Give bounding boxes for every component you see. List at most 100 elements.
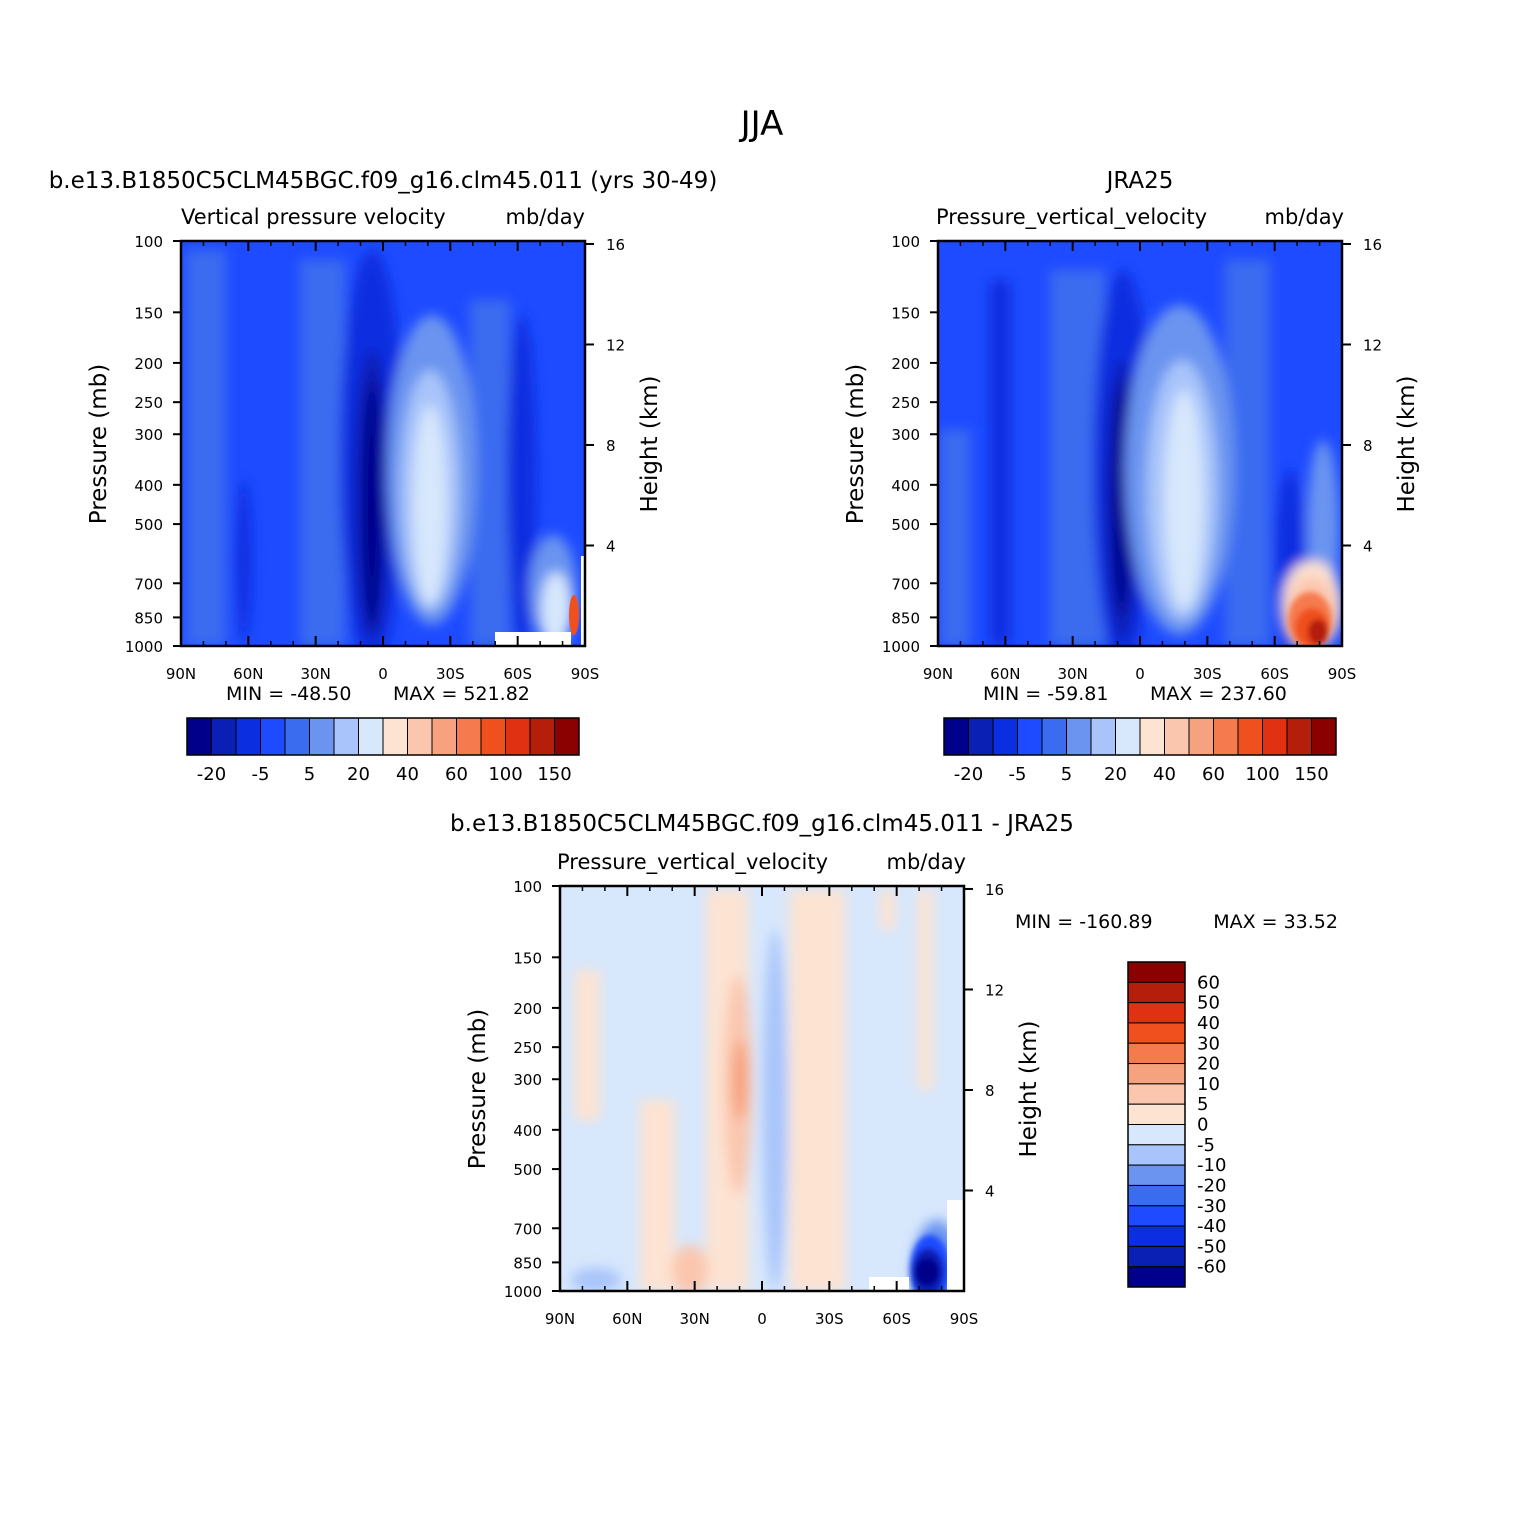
y-axis-right: 16 12 8 4 [1342, 236, 1382, 555]
x-axis: 90N 60N 30N 0 30S 60S 90S [166, 241, 599, 683]
y-tick-label: 100 [134, 233, 163, 251]
contour-field [560, 886, 964, 1291]
min-label: MIN = -48.50 [226, 683, 351, 705]
x-tick-label: 60N [612, 1310, 642, 1328]
colorbar-swatch [1139, 717, 1165, 756]
y-tick-label: 700 [513, 1220, 542, 1238]
colorbar-swatch [1311, 717, 1337, 756]
case-title: b.e13.B1850C5CLM45BGC.f09_g16.clm45.011 … [49, 168, 718, 194]
y-tick-label: 300 [891, 426, 920, 444]
colorbar-swatch [1127, 1184, 1186, 1207]
colorbar-label: -20 [954, 764, 983, 785]
colorbar-label: 40 [396, 764, 419, 785]
colorbar-label: 40 [1153, 764, 1176, 785]
colorbar-swatch [1115, 717, 1141, 756]
colorbar-label: 150 [1294, 764, 1328, 785]
x-tick-label: 30S [815, 1310, 844, 1328]
colorbar-label: -60 [1197, 1257, 1226, 1278]
units-label: mb/day [506, 205, 586, 229]
missing-data-mask [495, 632, 571, 646]
colorbar-swatch [968, 717, 994, 756]
colorbar-swatch [1164, 717, 1190, 756]
colorbar-label: 50 [1197, 993, 1220, 1014]
colorbar-label: 5 [1061, 764, 1072, 785]
colorbar-label: 20 [1104, 764, 1127, 785]
y-tick-label: 700 [891, 575, 920, 593]
colorbar-swatch [211, 717, 237, 756]
y-right-tick-label: 8 [1363, 437, 1373, 455]
y-axis-label: Pressure (mb) [843, 364, 869, 524]
colorbar-swatch [1127, 1124, 1186, 1146]
colorbar-label: 40 [1197, 1013, 1220, 1034]
colorbar-swatch [1237, 717, 1263, 756]
x-tick-label: 90N [923, 665, 953, 683]
x-tick-label: 30N [1058, 665, 1088, 683]
y-tick-label: 300 [134, 426, 163, 444]
colorbar-swatch [284, 717, 310, 756]
colorbar-swatch [1286, 717, 1312, 756]
x-tick-label: 30N [680, 1310, 710, 1328]
y-tick-label: 250 [134, 394, 163, 412]
y-tick-label: 300 [513, 1071, 542, 1089]
colorbar: -20 -5 5 20 40 60 100 150 [943, 717, 1337, 785]
colorbar-label: 60 [445, 764, 468, 785]
y-axis-right-label: Height (km) [637, 375, 663, 512]
x-tick-label: 30S [436, 665, 465, 683]
colorbar-swatch [505, 717, 531, 756]
x-axis: 90N 60N 30N 0 30S 60S 90S [923, 241, 1356, 683]
x-tick-label: 60N [990, 665, 1020, 683]
y-tick-label: 400 [891, 477, 920, 495]
y-tick-label: 850 [134, 609, 163, 627]
contour-field [938, 241, 1342, 646]
colorbar-swatch [1127, 1225, 1186, 1247]
y-axis-label: Pressure (mb) [465, 1009, 491, 1169]
colorbar-swatch [1127, 1103, 1186, 1125]
colorbar-swatch [1127, 1205, 1186, 1227]
y-tick-label: 500 [513, 1161, 542, 1179]
y-right-tick-label: 8 [606, 437, 616, 455]
x-tick-label: 90S [1328, 665, 1357, 683]
y-tick-label: 1000 [504, 1283, 542, 1301]
x-tick-label: 90S [571, 665, 600, 683]
colorbar-label: 20 [1197, 1054, 1220, 1075]
contour-field [181, 241, 585, 646]
colorbar-swatch [529, 717, 555, 756]
y-right-tick-label: 12 [985, 981, 1004, 999]
colorbar-swatch [480, 717, 506, 756]
colorbar-frame [186, 717, 580, 756]
x-tick-label: 30S [1193, 665, 1222, 683]
y-right-tick-label: 4 [985, 1182, 995, 1200]
y-axis-right-label: Height (km) [1394, 375, 1420, 512]
x-axis: 90N 60N 30N 0 30S 60S 90S [545, 886, 978, 1328]
x-tick-label: 60S [503, 665, 532, 683]
x-tick-label: 60N [233, 665, 263, 683]
case-title: JRA25 [1105, 168, 1174, 194]
min-label: MIN = -160.89 [1015, 911, 1153, 933]
colorbar-label: -40 [1197, 1216, 1226, 1237]
units-label: mb/day [1265, 205, 1345, 229]
colorbar-swatch [1127, 1022, 1186, 1044]
y-right-tick-label: 4 [606, 537, 616, 555]
colorbar-label: -5 [252, 764, 270, 785]
colorbar-swatch [1066, 717, 1092, 756]
colorbar-swatch [309, 717, 335, 756]
y-tick-label: 700 [134, 575, 163, 593]
y-right-tick-label: 16 [606, 236, 625, 254]
panel-model: b.e13.B1850C5CLM45BGC.f09_g16.clm45.011 … [49, 168, 718, 785]
x-tick-label: 60S [882, 1310, 911, 1328]
min-label: MIN = -59.81 [983, 683, 1108, 705]
y-tick-label: 250 [891, 394, 920, 412]
colorbar-swatch [1262, 717, 1288, 756]
colorbar-swatch [431, 717, 457, 756]
field-background [560, 886, 964, 1291]
y-tick-label: 200 [134, 355, 163, 373]
y-tick-label: 150 [513, 949, 542, 967]
panel-reference: JRA25 Pressure_vertical_velocity mb/day [843, 168, 1420, 785]
colorbar-label: 0 [1197, 1115, 1208, 1136]
max-label: MAX = 33.52 [1213, 911, 1338, 933]
colorbar-label: 100 [488, 764, 522, 785]
y-tick-label: 150 [134, 304, 163, 322]
colorbar-swatch [235, 717, 261, 756]
y-axis-label: Pressure (mb) [86, 364, 112, 524]
y-axis-right: 16 12 8 4 [585, 236, 625, 555]
